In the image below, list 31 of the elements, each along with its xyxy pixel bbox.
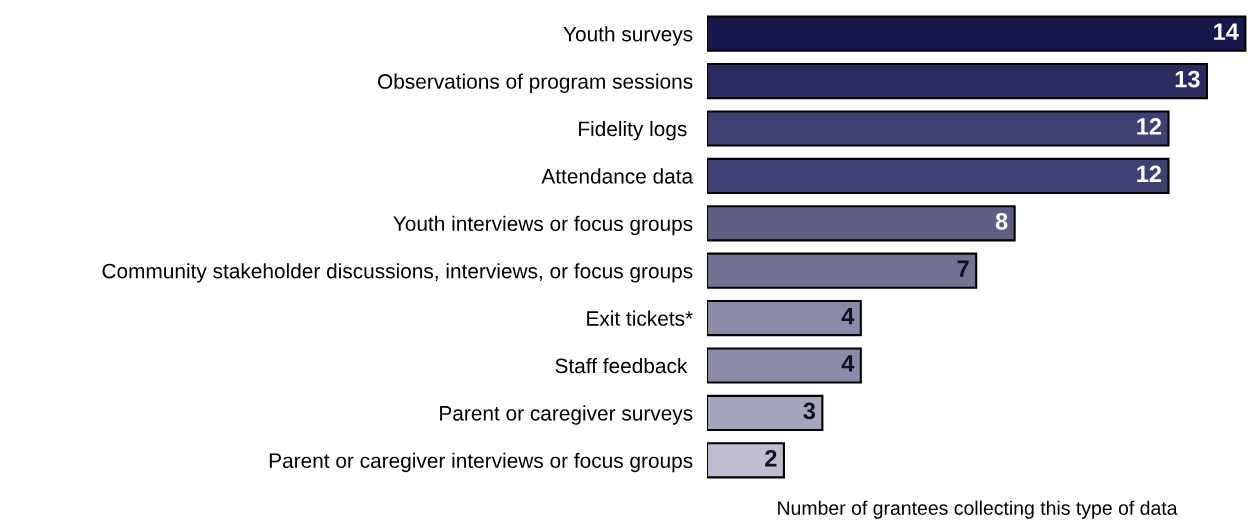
data-label: 2: [765, 449, 777, 467]
y-tick-label: Youth interviews or focus groups: [393, 215, 693, 236]
data-label: 4: [841, 355, 855, 372]
data-label: 12: [1137, 118, 1162, 135]
bar: [707, 347, 862, 384]
bar: [707, 110, 1170, 147]
bar: [707, 300, 862, 337]
data-label: 14: [1214, 23, 1239, 40]
data-label: 4: [841, 307, 855, 325]
data-label: 13: [1175, 70, 1200, 88]
y-tick-label: Staff feedback: [555, 357, 688, 374]
bar: [707, 63, 1208, 100]
y-tick-label: Parent or caregiver surveys: [440, 405, 693, 425]
bar: [707, 442, 785, 479]
y-tick-label: Observations of program sessions: [378, 73, 693, 93]
bar: [707, 15, 1247, 52]
y-tick-label: Exit tickets*: [587, 310, 693, 326]
y-tick-label: Attendance data: [541, 168, 694, 184]
y-tick-label: Youth surveys: [563, 26, 693, 46]
bar: [707, 252, 978, 289]
bar: [707, 205, 1016, 242]
data-label: 12: [1137, 165, 1162, 183]
y-tick-label: Parent or caregiver interviews or focus groups: [269, 452, 693, 473]
bar: [707, 157, 1170, 194]
bar: [707, 394, 824, 431]
data-label: 3: [803, 402, 816, 420]
x-axis-title: Number of grantees collecting this type of data: [778, 500, 1178, 519]
data-label: 8: [995, 212, 1008, 230]
y-tick-label: Fidelity logs: [579, 120, 687, 141]
y-tick-label: Community stakeholder discussions, interviews, or focus groups: [102, 263, 693, 283]
data-label: 7: [957, 260, 969, 277]
